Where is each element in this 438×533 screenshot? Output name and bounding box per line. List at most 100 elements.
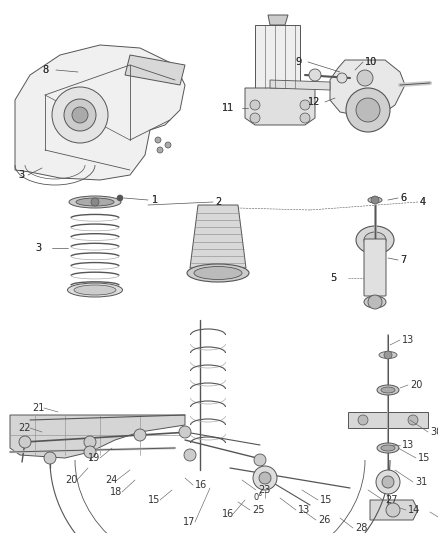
- Text: 24: 24: [105, 475, 117, 485]
- Ellipse shape: [76, 198, 114, 206]
- Circle shape: [72, 107, 88, 123]
- Circle shape: [157, 147, 163, 153]
- Circle shape: [64, 99, 96, 131]
- Text: 2: 2: [215, 197, 221, 207]
- Circle shape: [254, 454, 266, 466]
- Circle shape: [376, 470, 400, 494]
- Text: 14: 14: [408, 505, 420, 515]
- Text: 11: 11: [222, 103, 234, 113]
- Text: 3: 3: [18, 170, 24, 180]
- Ellipse shape: [379, 351, 397, 359]
- Text: 12: 12: [308, 97, 320, 107]
- Text: 23: 23: [258, 485, 270, 495]
- Circle shape: [259, 472, 271, 484]
- Ellipse shape: [364, 296, 386, 308]
- Circle shape: [84, 436, 96, 448]
- Polygon shape: [330, 60, 405, 118]
- Text: 11: 11: [222, 103, 234, 113]
- Text: 15: 15: [418, 453, 431, 463]
- Text: 6: 6: [400, 193, 406, 203]
- Circle shape: [134, 429, 146, 441]
- Ellipse shape: [67, 283, 123, 297]
- Ellipse shape: [187, 264, 249, 282]
- Text: 21: 21: [32, 403, 44, 413]
- Circle shape: [117, 195, 123, 201]
- Text: 0°: 0°: [253, 494, 263, 503]
- Text: 8: 8: [42, 65, 48, 75]
- Text: 18: 18: [110, 487, 122, 497]
- Ellipse shape: [368, 197, 382, 203]
- Text: 19: 19: [88, 453, 100, 463]
- Ellipse shape: [69, 196, 121, 208]
- Text: 13: 13: [402, 335, 414, 345]
- Circle shape: [91, 198, 99, 206]
- Text: 4: 4: [420, 197, 426, 207]
- Circle shape: [300, 113, 310, 123]
- Text: 6: 6: [400, 193, 406, 203]
- Text: 28: 28: [355, 523, 367, 533]
- Circle shape: [356, 98, 380, 122]
- Circle shape: [368, 295, 382, 309]
- Circle shape: [337, 73, 347, 83]
- Text: 20: 20: [65, 475, 78, 485]
- Circle shape: [346, 88, 390, 132]
- Text: 27: 27: [385, 495, 398, 505]
- Text: 4: 4: [420, 197, 426, 207]
- Polygon shape: [125, 55, 185, 85]
- Text: 15: 15: [148, 495, 160, 505]
- Text: 3: 3: [18, 170, 24, 180]
- Polygon shape: [190, 205, 246, 268]
- FancyBboxPatch shape: [364, 239, 386, 296]
- Circle shape: [250, 113, 260, 123]
- Text: 2: 2: [215, 197, 221, 207]
- Polygon shape: [15, 45, 185, 180]
- Text: 30: 30: [430, 427, 438, 437]
- Circle shape: [250, 100, 260, 110]
- Text: 3: 3: [35, 243, 41, 253]
- Circle shape: [52, 87, 108, 143]
- Polygon shape: [255, 25, 300, 90]
- Text: 25: 25: [252, 505, 265, 515]
- Text: 26: 26: [318, 515, 330, 525]
- Circle shape: [357, 70, 373, 86]
- Text: 7: 7: [400, 255, 406, 265]
- Polygon shape: [370, 500, 418, 520]
- Ellipse shape: [356, 226, 394, 254]
- Text: 20: 20: [410, 380, 422, 390]
- Text: 5: 5: [330, 273, 336, 283]
- Ellipse shape: [377, 385, 399, 395]
- Text: 1: 1: [152, 195, 158, 205]
- Circle shape: [19, 436, 31, 448]
- Text: 10: 10: [365, 57, 377, 67]
- Circle shape: [382, 476, 394, 488]
- Circle shape: [384, 351, 392, 359]
- Polygon shape: [10, 415, 185, 458]
- Ellipse shape: [381, 387, 395, 393]
- Ellipse shape: [381, 445, 395, 451]
- Ellipse shape: [364, 232, 386, 248]
- Text: 13: 13: [402, 440, 414, 450]
- Text: 3: 3: [35, 243, 41, 253]
- Circle shape: [358, 415, 368, 425]
- Polygon shape: [245, 88, 315, 125]
- Text: 9: 9: [295, 57, 301, 67]
- Text: 16: 16: [195, 480, 207, 490]
- Text: 10: 10: [365, 57, 377, 67]
- Circle shape: [253, 466, 277, 490]
- Circle shape: [179, 426, 191, 438]
- Text: 5: 5: [330, 273, 336, 283]
- Ellipse shape: [194, 266, 242, 279]
- Text: 12: 12: [308, 97, 320, 107]
- Circle shape: [386, 503, 400, 517]
- Circle shape: [184, 449, 196, 461]
- Ellipse shape: [74, 285, 116, 295]
- Circle shape: [165, 142, 171, 148]
- Circle shape: [155, 137, 161, 143]
- Text: 7: 7: [400, 255, 406, 265]
- Text: 15: 15: [320, 495, 332, 505]
- Circle shape: [408, 415, 418, 425]
- Polygon shape: [348, 412, 428, 428]
- Circle shape: [300, 100, 310, 110]
- Text: 9: 9: [295, 57, 301, 67]
- Text: 16: 16: [222, 509, 234, 519]
